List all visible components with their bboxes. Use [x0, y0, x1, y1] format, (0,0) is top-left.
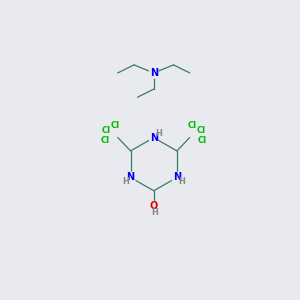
- Text: Cl: Cl: [198, 136, 207, 145]
- Text: O: O: [150, 202, 158, 212]
- Text: Cl: Cl: [188, 121, 196, 130]
- Text: H: H: [178, 177, 185, 186]
- Text: N: N: [127, 172, 135, 182]
- Text: Cl: Cl: [111, 121, 120, 130]
- Text: Cl: Cl: [100, 136, 109, 145]
- Text: H: H: [155, 129, 162, 138]
- Text: N: N: [173, 172, 181, 182]
- Text: H: H: [151, 208, 158, 217]
- Text: Cl: Cl: [196, 126, 206, 135]
- Text: N: N: [150, 68, 158, 78]
- Text: Cl: Cl: [102, 126, 111, 135]
- Text: H: H: [122, 177, 129, 186]
- Text: N: N: [150, 133, 158, 142]
